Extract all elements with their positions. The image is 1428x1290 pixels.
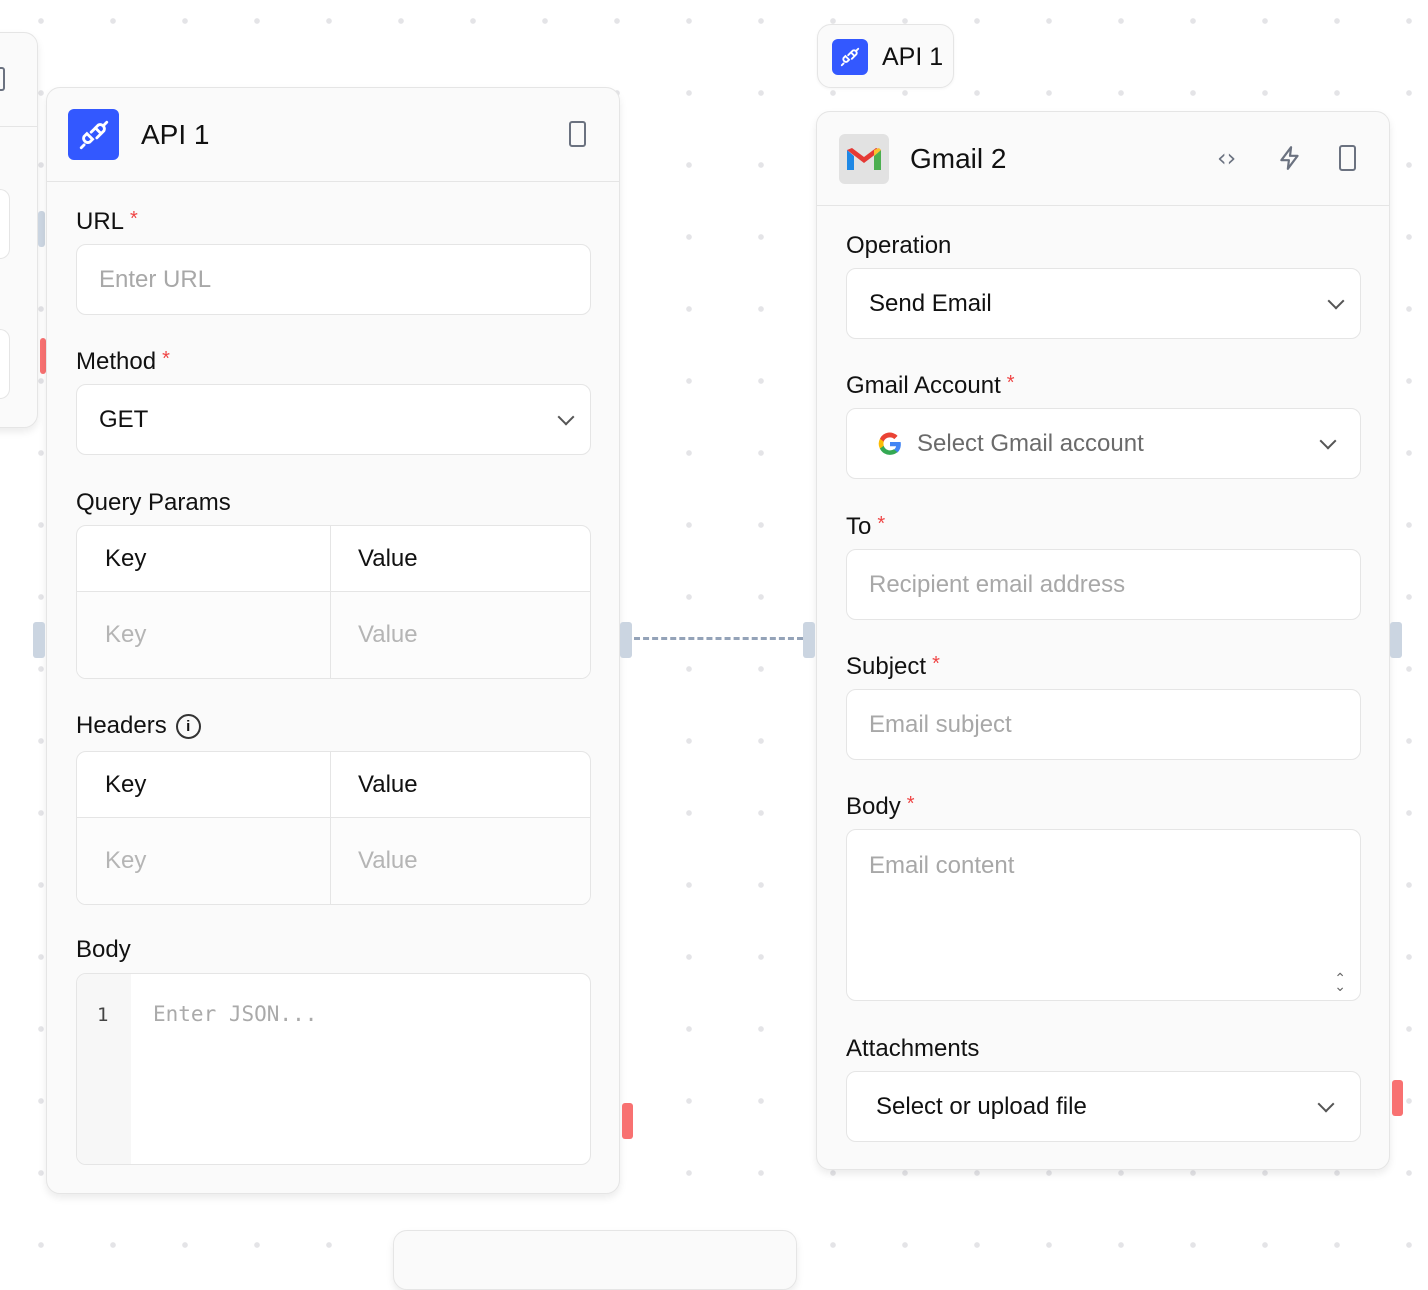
key-input[interactable]: Key: [77, 592, 330, 678]
output-handle[interactable]: [1390, 622, 1402, 658]
subject-label: Subject *: [846, 653, 940, 680]
google-icon: [878, 431, 901, 455]
mobile-icon[interactable]: [0, 67, 5, 91]
line-number: 1: [97, 1004, 109, 1026]
divider: [330, 526, 331, 678]
input-handle[interactable]: [803, 622, 815, 658]
node-title: API 1: [141, 119, 210, 150]
mobile-icon[interactable]: [1339, 145, 1356, 171]
key-header: Key: [77, 752, 330, 818]
code-icon[interactable]: ‹›: [1217, 144, 1237, 172]
operation-select[interactable]: Send Email: [846, 268, 1361, 339]
to-input[interactable]: Recipient email address: [846, 549, 1361, 620]
query-params-label: Query Params: [76, 489, 231, 516]
body-label: Body *: [846, 793, 915, 820]
line-gutter: [77, 974, 131, 1164]
node-header[interactable]: Gmail 2 ‹›: [817, 112, 1389, 206]
gmail-icon: [839, 134, 889, 184]
subject-input[interactable]: Email subject: [846, 689, 1361, 760]
resize-icon[interactable]: ⌃ ⌄: [1334, 970, 1346, 994]
input-handle[interactable]: [38, 211, 45, 247]
url-input[interactable]: Enter URL: [76, 244, 591, 315]
gmail-node[interactable]: Gmail 2 ‹› Operation Send Email Gmail Ac…: [816, 111, 1390, 1170]
method-label: Method *: [76, 348, 170, 375]
attachments-label: Attachments: [846, 1035, 980, 1062]
divider: [330, 752, 331, 904]
partial-node-left[interactable]: [0, 32, 38, 428]
account-label: Gmail Account *: [846, 372, 1015, 399]
attachments-select[interactable]: Select or upload file: [846, 1071, 1361, 1142]
json-placeholder: Enter JSON...: [153, 1002, 318, 1026]
output-handle[interactable]: [620, 622, 632, 658]
input-handle[interactable]: [33, 622, 45, 658]
chip-title: API 1: [882, 43, 944, 71]
url-label: URL *: [76, 208, 138, 235]
divider: [0, 126, 37, 127]
chevron-down-icon: [1327, 292, 1345, 309]
api-node[interactable]: API 1 URL * Enter URL Method * GET Query P…: [46, 87, 620, 1194]
error-handle[interactable]: [1392, 1080, 1403, 1116]
node-title: Gmail 2: [910, 143, 1007, 174]
key-header: Key: [77, 526, 330, 592]
chevron-down-icon: [557, 408, 575, 425]
connection-edge[interactable]: [634, 637, 803, 640]
lightning-icon[interactable]: [1277, 144, 1303, 172]
plug-icon: [832, 39, 868, 75]
query-params-table: Key Value Key Value: [76, 525, 591, 679]
plug-icon: [68, 109, 119, 160]
mobile-icon[interactable]: [569, 121, 586, 147]
key-input[interactable]: Key: [77, 818, 330, 904]
value-header: Value: [330, 752, 590, 818]
info-icon[interactable]: i: [175, 713, 201, 739]
headers-table: Key Value Key Value: [76, 751, 591, 905]
node-header[interactable]: API 1: [47, 88, 619, 182]
account-select[interactable]: Select Gmail account: [846, 408, 1361, 479]
method-select[interactable]: GET: [76, 384, 591, 455]
partial-node-bottom[interactable]: [393, 1230, 797, 1290]
to-label: To *: [846, 513, 886, 540]
partial-input[interactable]: [0, 189, 10, 259]
body-textarea[interactable]: Email content ⌃ ⌄: [846, 829, 1361, 1001]
value-header: Value: [330, 526, 590, 592]
api-chip-node[interactable]: API 1: [817, 24, 954, 88]
value-input[interactable]: Value: [330, 818, 590, 904]
error-handle[interactable]: [40, 338, 46, 374]
chevron-down-icon: [1319, 432, 1337, 449]
value-input[interactable]: Value: [330, 592, 590, 678]
body-label: Body: [76, 936, 131, 963]
operation-label: Operation: [846, 232, 952, 259]
chevron-down-icon: [1317, 1095, 1335, 1112]
error-handle[interactable]: [622, 1103, 633, 1139]
partial-input[interactable]: [0, 329, 10, 399]
headers-label: Headers i: [76, 712, 201, 740]
json-editor[interactable]: 1 Enter JSON...: [76, 973, 591, 1165]
